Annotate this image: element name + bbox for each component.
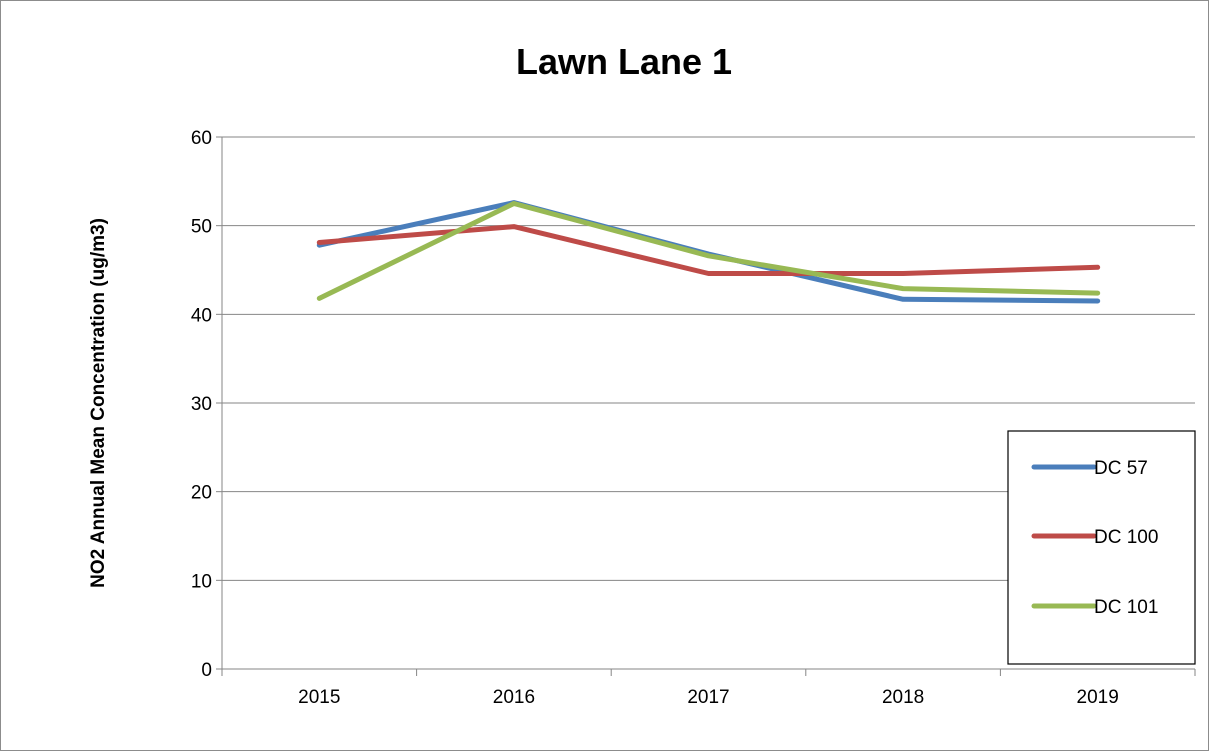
y-axis-label: NO2 Annual Mean Concentration (ug/m3) bbox=[88, 218, 109, 588]
legend-label: DC 57 bbox=[1094, 458, 1148, 479]
y-tick-label: 60 bbox=[191, 128, 212, 149]
x-tick-label: 2016 bbox=[493, 687, 535, 708]
x-tick-label: 2019 bbox=[1077, 687, 1119, 708]
legend-label: DC 101 bbox=[1094, 597, 1158, 618]
x-tick-label: 2017 bbox=[687, 687, 729, 708]
legend: DC 57 DC 100 DC 101 bbox=[1007, 430, 1196, 665]
y-tick-label: 0 bbox=[201, 660, 212, 681]
legend-label: DC 100 bbox=[1094, 527, 1158, 548]
series-line-dc-101 bbox=[316, 201, 1101, 301]
x-tick-label: 2018 bbox=[882, 687, 924, 708]
axes: 0 10 20 30 40 50 60 2015 2016 2017 2018 2019 bbox=[191, 128, 1196, 708]
legend-box bbox=[1007, 430, 1196, 665]
y-tick-label: 50 bbox=[191, 217, 212, 238]
y-tick-label: 40 bbox=[191, 305, 212, 326]
x-tick-label: 2015 bbox=[298, 687, 340, 708]
series-line-dc-100 bbox=[316, 224, 1101, 276]
series-lines bbox=[316, 200, 1101, 304]
y-tick-label: 10 bbox=[191, 571, 212, 592]
y-tick-label: 30 bbox=[191, 394, 212, 415]
chart-title: Lawn Lane 1 bbox=[516, 41, 732, 82]
y-tick-label: 20 bbox=[191, 483, 212, 504]
